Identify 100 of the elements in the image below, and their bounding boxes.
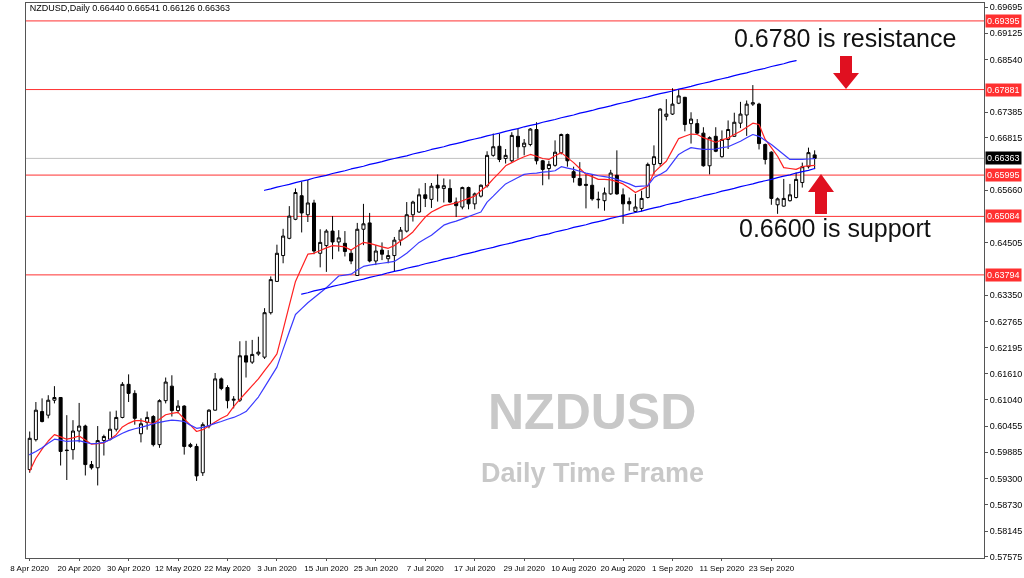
candlestick <box>77 402 82 443</box>
candlestick <box>410 200 415 223</box>
x-tick-label: 20 Aug 2020 <box>600 563 647 573</box>
candlestick <box>750 84 755 107</box>
candlestick <box>33 401 38 442</box>
candlestick <box>114 410 119 432</box>
candlestick <box>268 275 273 316</box>
candlestick <box>379 241 385 261</box>
x-tick-label: 25 Jun 2020 <box>353 563 399 573</box>
candlestick <box>658 107 663 167</box>
ref-line-label: 0.67881 <box>987 85 1020 95</box>
x-tick-label: 20 Apr 2020 <box>57 563 102 573</box>
candlestick <box>157 398 162 449</box>
candlestick <box>553 139 558 168</box>
candlestick <box>583 173 588 209</box>
candlestick <box>676 89 681 105</box>
line-series <box>263 59 797 191</box>
candlestick <box>423 182 428 208</box>
candlestick <box>305 179 310 223</box>
candlestick <box>138 417 143 443</box>
candlestick <box>213 372 218 412</box>
x-tick-label: 1 Sep 2020 <box>652 563 694 573</box>
candlestick <box>182 404 187 456</box>
y-tick-label: 0.61610 <box>989 369 1023 380</box>
ref-line-label: 0.69395 <box>987 16 1020 26</box>
candlestick <box>219 377 224 391</box>
candlestick <box>645 162 650 199</box>
y-tick-label: 0.69695 <box>989 2 1023 13</box>
candlestick <box>738 101 743 129</box>
candlestick <box>540 159 545 186</box>
candlestick <box>274 244 279 283</box>
candlestick <box>726 119 731 150</box>
x-tick-label: 8 Apr 2020 <box>10 563 50 573</box>
candlestick <box>281 228 286 264</box>
y-tick-label: 0.62765 <box>989 316 1023 327</box>
candlestick <box>695 118 700 135</box>
candlestick <box>206 408 211 429</box>
candlestick <box>596 191 601 209</box>
candlestick <box>225 384 230 409</box>
candlestick <box>614 149 619 196</box>
candlestick <box>577 161 582 187</box>
candlestick <box>664 98 669 121</box>
x-tick-label: 10 Aug 2020 <box>551 563 597 573</box>
y-tick-label: 0.58730 <box>989 499 1023 510</box>
x-tick-label: 7 Jul 2020 <box>406 563 445 573</box>
y-tick-label: 0.68540 <box>989 54 1023 65</box>
candlestick <box>689 111 694 145</box>
candlestick <box>64 414 69 481</box>
candlestick <box>287 205 292 240</box>
y-tick-label: 0.62195 <box>989 342 1023 353</box>
candlestick <box>546 160 551 180</box>
line-series <box>301 167 816 295</box>
candlestick <box>145 411 150 431</box>
x-tick-label: 23 Sep 2020 <box>748 563 795 573</box>
candlestick <box>781 178 786 208</box>
y-tick-label: 0.59300 <box>989 473 1023 484</box>
x-tick-label: 11 Sep 2020 <box>699 563 745 573</box>
candlestick <box>472 192 477 210</box>
y-tick-label: 0.65660 <box>989 185 1023 196</box>
candlestick <box>132 389 137 426</box>
candlestick <box>176 399 181 414</box>
candlestick <box>763 143 768 165</box>
x-tick-label: 3 Jun 2020 <box>257 563 298 573</box>
y-tick-label: 0.69125 <box>989 28 1023 39</box>
candlestick <box>404 201 409 233</box>
candlestick <box>794 172 799 199</box>
candlestick <box>312 199 317 255</box>
candlestick <box>651 144 656 175</box>
candlestick <box>515 127 520 160</box>
candlestick <box>40 397 45 423</box>
candlestick <box>565 133 570 168</box>
annotation: 0.6600 is support <box>739 214 931 242</box>
candlestick <box>571 166 576 184</box>
x-tick-label: 30 Apr 2020 <box>107 563 151 573</box>
ref-line-label: 0.63794 <box>987 270 1020 280</box>
x-tick-label: 22 May 2020 <box>204 563 252 573</box>
y-tick-label: 0.59885 <box>989 447 1023 458</box>
candlestick <box>744 99 749 137</box>
candlestick <box>485 150 490 189</box>
candlestick <box>200 421 205 477</box>
candlestick <box>590 173 595 202</box>
candlestick <box>250 339 255 365</box>
y-tick-label: 0.57575 <box>989 552 1023 563</box>
candlestick <box>46 394 51 419</box>
y-tick-label: 0.58145 <box>989 526 1023 537</box>
x-tick-label: 29 Jul 2020 <box>503 563 546 573</box>
y-tick-label: 0.63350 <box>989 290 1023 301</box>
candlestick <box>787 183 792 203</box>
candlestick <box>231 395 236 409</box>
x-tick-label: 12 May 2020 <box>154 563 202 573</box>
candlestick <box>244 340 249 379</box>
x-tick-label: 15 Jun 2020 <box>304 563 349 573</box>
candlestick <box>509 131 514 163</box>
y-tick-label: 0.66815 <box>989 133 1023 144</box>
candlestick <box>373 244 378 266</box>
y-tick-label: 0.61040 <box>989 394 1023 405</box>
candlestick <box>621 187 626 225</box>
candlestick <box>101 434 106 457</box>
candlestick <box>237 340 242 403</box>
y-tick-label: 0.64505 <box>989 237 1023 248</box>
